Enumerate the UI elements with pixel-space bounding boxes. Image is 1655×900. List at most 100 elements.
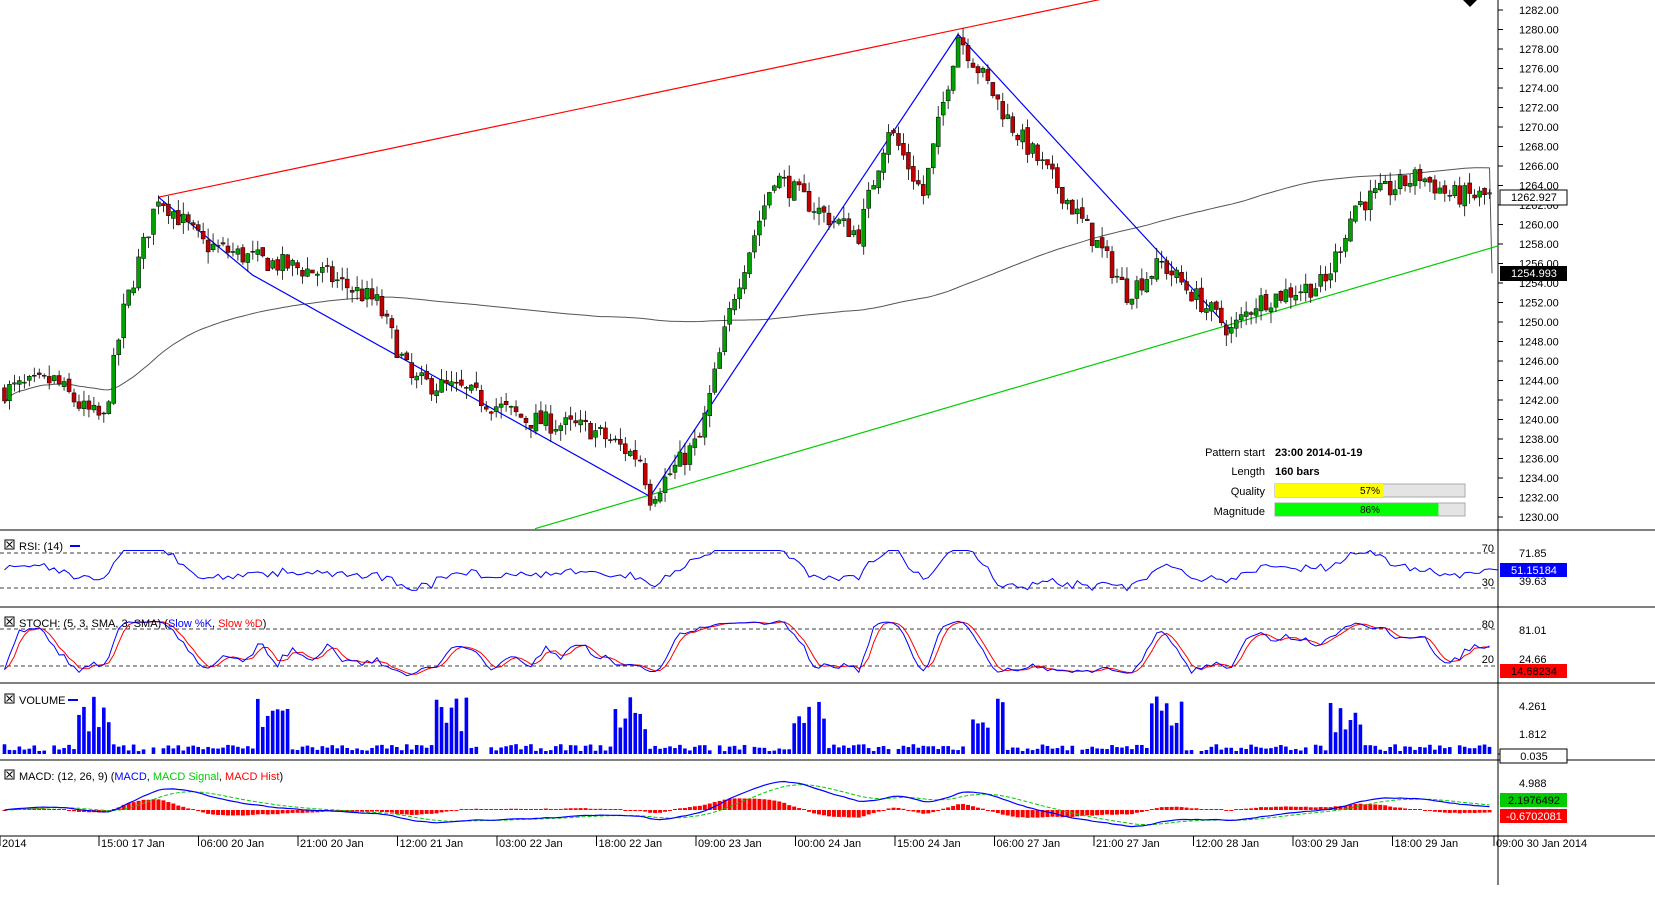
candle-body <box>1030 143 1035 154</box>
volume-bar <box>1264 748 1268 754</box>
volume-bar <box>563 750 568 754</box>
volume-bar <box>514 744 518 754</box>
macd-hist-bar <box>836 810 841 817</box>
candle-body <box>752 235 757 253</box>
ma-value-label: 1254.993 <box>1511 268 1557 280</box>
volume-bar <box>52 745 56 754</box>
macd-hist-bar <box>1388 806 1393 810</box>
time-tick-label: 06:00 27 Jan <box>997 838 1061 850</box>
macd-hist-bar <box>1427 810 1432 811</box>
candle-body <box>623 443 628 454</box>
volume-bar <box>792 723 796 754</box>
macd-hist-bar <box>290 810 295 813</box>
candle-body <box>1353 205 1358 222</box>
volume-bar <box>797 716 801 754</box>
volume-bar <box>742 745 747 754</box>
candle-body <box>727 308 732 325</box>
volume-bar <box>1274 746 1278 754</box>
macd-hist-bar <box>1075 810 1080 817</box>
volume-bar <box>1328 702 1333 754</box>
candle-body <box>856 229 861 244</box>
volume-bar <box>688 750 692 754</box>
macd-hist-bar <box>1358 803 1363 810</box>
macd-hist-bar <box>255 810 260 815</box>
volume-bar <box>1000 702 1005 754</box>
candle-body <box>290 260 295 266</box>
volume-bar <box>1408 746 1412 754</box>
macd-hist-bar <box>906 810 911 811</box>
candle-body <box>1248 312 1254 315</box>
macd-hist-bar <box>846 810 851 818</box>
candle-body <box>230 251 236 253</box>
candle-body <box>384 313 390 317</box>
chevron-down-icon[interactable] <box>1463 0 1477 7</box>
macd-hist-bar <box>47 809 52 810</box>
macd-hist-bar <box>151 799 156 810</box>
candle-body <box>1099 237 1105 249</box>
macd-hist-bar <box>1209 809 1214 810</box>
volume-bar <box>886 749 891 754</box>
macd-hist-bar <box>1487 810 1492 813</box>
candle-body <box>1243 311 1249 317</box>
volume-bar <box>817 702 821 754</box>
candle-body <box>484 406 489 410</box>
candle-body <box>871 185 876 190</box>
candle-body <box>1472 194 1477 199</box>
volume-bar <box>544 751 548 754</box>
macd-hist-bar <box>568 808 573 810</box>
volume-bar <box>842 745 846 754</box>
volume-bar <box>106 722 111 754</box>
candle-body <box>498 403 504 408</box>
macd-hist-bar <box>245 810 250 816</box>
volume-bar <box>633 712 638 754</box>
volume-bar <box>1338 708 1343 754</box>
macd-hist-bar <box>1338 806 1343 810</box>
candle-body <box>995 94 1001 100</box>
volume-bar <box>136 751 141 754</box>
macd-hist-bar <box>1477 810 1482 813</box>
volume-bar <box>1115 747 1119 754</box>
volume-bar <box>1174 722 1179 754</box>
volume-bar <box>901 745 906 754</box>
volume-bar <box>365 750 369 754</box>
macd-hist-bar <box>235 810 240 816</box>
volume-bar <box>906 747 911 754</box>
macd-hist-bar <box>379 810 384 812</box>
candle-body <box>1397 174 1403 189</box>
volume-bar <box>385 748 389 754</box>
candle-body <box>1159 261 1164 263</box>
volume-axis-low: 1.812 <box>1519 729 1547 741</box>
volume-bar <box>767 751 772 754</box>
macd-hist-bar <box>1383 805 1388 810</box>
volume-bar <box>539 748 543 754</box>
candle-body <box>1457 185 1462 205</box>
volume-bar <box>1135 744 1139 754</box>
volume-bar <box>1289 750 1293 754</box>
candle-body <box>637 459 643 462</box>
volume-bar <box>613 709 618 754</box>
volume-bar <box>310 747 315 754</box>
macd-hist-bar <box>1422 810 1427 811</box>
candle-body <box>538 410 544 425</box>
candle-body <box>449 381 454 386</box>
candle-body <box>1407 183 1413 187</box>
macd-hist-bar <box>161 800 166 810</box>
candle-body <box>111 354 116 404</box>
volume-bar <box>206 746 210 754</box>
ma-value-box: 1254.993 <box>1500 266 1567 281</box>
time-tick-label: 15:00 17 Jan <box>101 838 165 850</box>
stoch-panel <box>0 620 1498 677</box>
macd-hist-bar <box>211 810 216 815</box>
candle-body <box>677 451 683 467</box>
macd-hist-bar <box>186 808 191 810</box>
volume-bar <box>1035 748 1040 754</box>
volume-bar <box>434 699 439 754</box>
macd-hist-bar <box>548 809 553 810</box>
macd-hist-bar <box>692 806 697 810</box>
candle-body <box>151 208 156 235</box>
quality-value: 57% <box>1360 486 1380 497</box>
macd-hist-bar <box>340 810 345 812</box>
price-tick-label: 1266.00 <box>1519 161 1559 173</box>
volume-bar <box>494 750 498 754</box>
